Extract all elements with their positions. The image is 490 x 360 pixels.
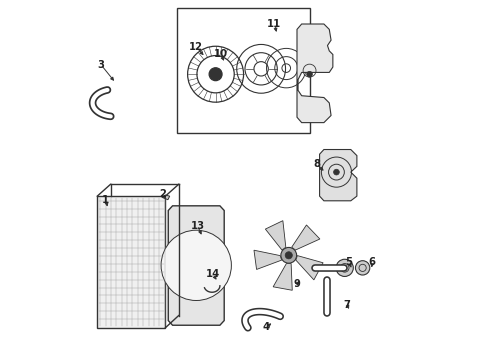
Text: 12: 12: [189, 42, 203, 51]
Text: 2: 2: [159, 189, 166, 199]
Polygon shape: [254, 250, 282, 269]
Circle shape: [334, 169, 339, 175]
Polygon shape: [162, 195, 170, 200]
Text: 1: 1: [102, 195, 109, 205]
Text: 5: 5: [345, 257, 352, 267]
Polygon shape: [292, 225, 320, 250]
Text: 10: 10: [214, 49, 228, 59]
Text: 7: 7: [344, 300, 351, 310]
Circle shape: [161, 230, 231, 301]
Polygon shape: [168, 206, 224, 325]
Polygon shape: [296, 256, 323, 280]
Circle shape: [307, 71, 313, 77]
Text: 9: 9: [294, 279, 300, 289]
Text: 8: 8: [313, 159, 320, 169]
Polygon shape: [319, 149, 357, 201]
Polygon shape: [273, 264, 292, 290]
Text: 6: 6: [369, 257, 376, 267]
Polygon shape: [297, 24, 333, 123]
Text: 3: 3: [98, 59, 104, 69]
Circle shape: [355, 261, 370, 275]
Text: 4: 4: [263, 322, 270, 332]
Text: 11: 11: [267, 19, 282, 29]
Text: 14: 14: [206, 269, 220, 279]
Circle shape: [336, 259, 353, 276]
Polygon shape: [97, 196, 166, 328]
Circle shape: [209, 68, 222, 81]
Circle shape: [281, 247, 296, 263]
Polygon shape: [266, 221, 286, 250]
Circle shape: [285, 252, 293, 259]
Text: 13: 13: [191, 221, 205, 231]
